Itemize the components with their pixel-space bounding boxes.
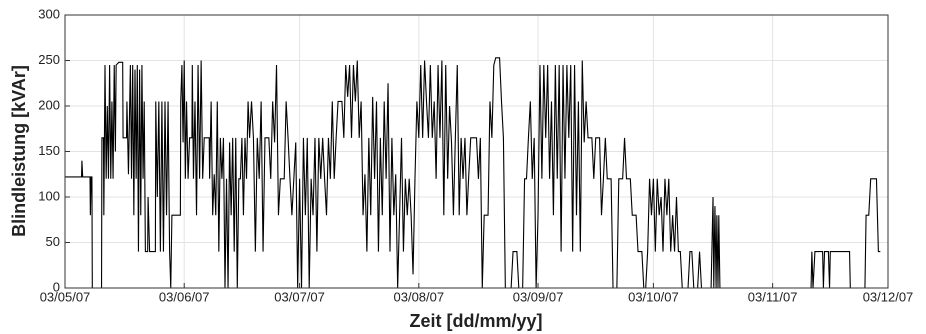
x-axis-label: Zeit [dd/mm/yy] xyxy=(409,311,542,331)
data-line xyxy=(65,57,881,289)
x-tick-label: 03/12/07 xyxy=(863,289,914,304)
x-tick-label: 03/06/07 xyxy=(159,289,210,304)
x-tick-label: 03/09/07 xyxy=(513,289,564,304)
x-tick-label: 03/05/07 xyxy=(40,289,91,304)
y-tick-label: 150 xyxy=(38,143,60,158)
y-tick-label: 0 xyxy=(53,279,60,294)
y-tick-label: 250 xyxy=(38,52,60,67)
x-tick-label: 03/10/07 xyxy=(628,289,679,304)
y-tick-label: 300 xyxy=(38,6,60,21)
y-tick-label: 100 xyxy=(38,188,60,203)
x-tick-label: 03/07/07 xyxy=(274,289,325,304)
y-tick-label: 200 xyxy=(38,97,60,112)
x-tick-label: 03/08/07 xyxy=(394,289,445,304)
data xyxy=(65,57,881,289)
y-tick-label: 50 xyxy=(46,234,60,249)
y-axis-label: Blindleistung [kVAr] xyxy=(9,65,29,237)
x-tick-label: 03/11/07 xyxy=(748,289,798,304)
